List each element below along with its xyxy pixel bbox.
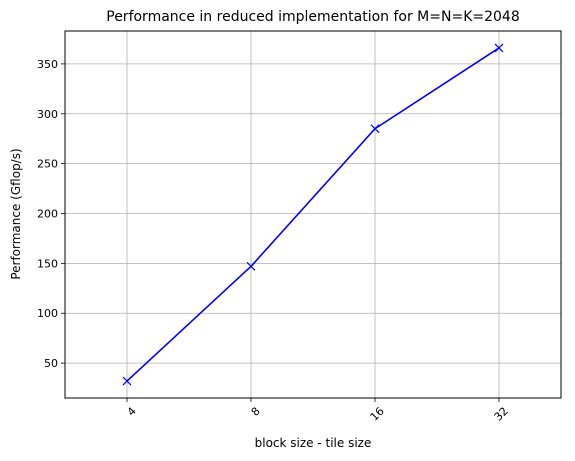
data-point-marker (494, 43, 504, 53)
data-point-marker (122, 376, 132, 386)
series-layer (122, 43, 504, 386)
y-tick-label: 50 (44, 357, 58, 370)
y-tick-label: 250 (37, 158, 58, 171)
data-point-marker (246, 261, 256, 271)
data-point-marker (370, 124, 380, 134)
y-axis-label: Performance (Gflop/s) (9, 148, 23, 279)
y-axis-ticks: 50 100 150 200 250 300 350 (37, 58, 65, 370)
grid-lines (65, 31, 561, 398)
y-tick-label: 350 (37, 58, 58, 71)
y-tick-label: 100 (37, 307, 58, 320)
chart-title: Performance in reduced implementation fo… (106, 9, 519, 25)
series-line (126, 47, 500, 382)
plot-background (65, 31, 561, 398)
plot-frame (64, 30, 562, 399)
y-tick-label: 150 (37, 257, 58, 270)
x-axis-label: block size - tile size (255, 436, 372, 450)
y-tick-label: 300 (37, 108, 58, 121)
y-tick-label: 200 (37, 208, 58, 221)
